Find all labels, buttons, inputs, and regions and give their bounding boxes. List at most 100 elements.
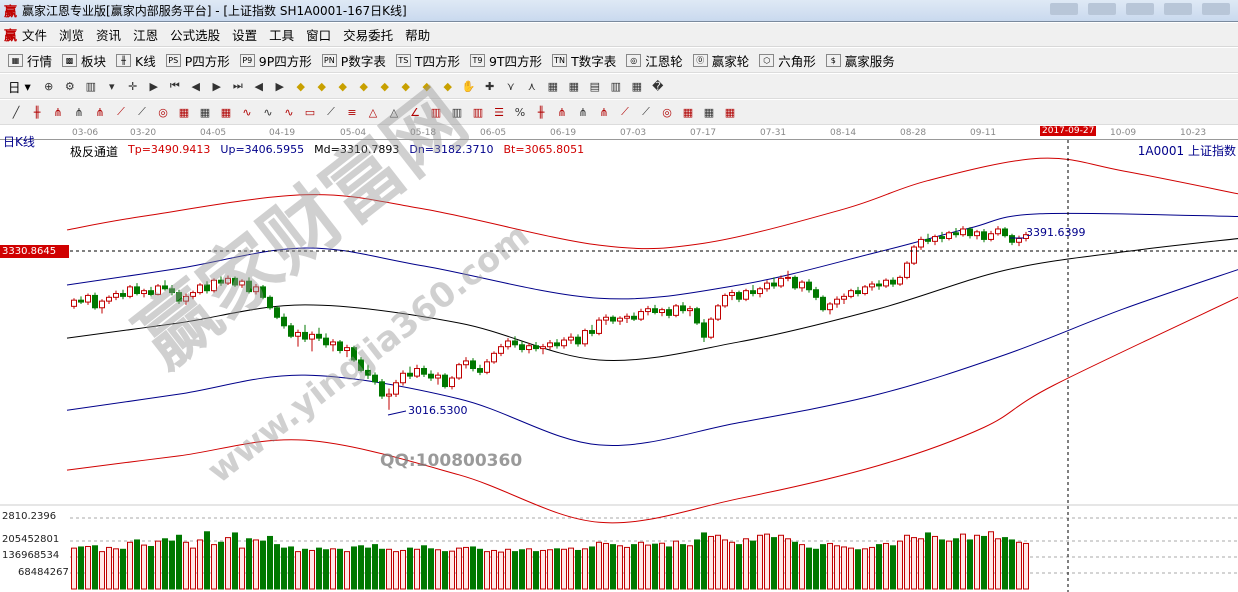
fan2-icon[interactable]: ⟋ <box>138 105 146 118</box>
diamond-up-icon[interactable]: ◆ <box>296 79 305 93</box>
menu-news[interactable]: 资讯 <box>96 28 122 43</box>
angle-icon[interactable]: ∠ <box>410 105 420 119</box>
menu-gann[interactable]: 江恩 <box>133 28 159 43</box>
close-button[interactable] <box>1202 3 1230 15</box>
calendar-icon[interactable]: ▦ <box>568 79 579 93</box>
gann3-icon[interactable]: ▦ <box>682 105 694 119</box>
diamond-d-icon[interactable]: ◆ <box>443 79 452 93</box>
play-icon[interactable]: ▶ <box>149 79 158 93</box>
toolbar-button-p9[interactable]: P9 9P四方形 <box>239 51 312 70</box>
diamond-right-icon[interactable]: ◆ <box>359 79 368 93</box>
minimize-button[interactable] <box>1088 3 1116 15</box>
fork-icon[interactable]: ⋔ <box>53 105 63 119</box>
toolbar-button-dollar[interactable]: $ 赢家服务 <box>825 51 895 70</box>
diamond-a-icon[interactable]: ◆ <box>380 79 389 93</box>
arrow-right-icon[interactable]: ▶ <box>275 79 284 93</box>
dropdown-icon[interactable]: ▾ <box>109 79 115 93</box>
diamond-c-icon[interactable]: ◆ <box>422 79 431 93</box>
diamond-left-icon[interactable]: ◆ <box>338 79 347 93</box>
arc4-icon[interactable]: ⋔ <box>599 105 609 119</box>
cross-icon[interactable]: ✚ <box>485 79 495 93</box>
wave3-icon[interactable]: ∿ <box>284 105 294 119</box>
toolbar-button-hexagon[interactable]: ⬡ 六角形 <box>759 51 816 70</box>
candle-body <box>729 292 735 296</box>
arc3-icon[interactable]: ⋔ <box>578 105 588 119</box>
levels-icon[interactable]: ☰ <box>494 105 504 119</box>
wave-icon[interactable]: ∿ <box>242 105 252 119</box>
fan-lines-icon[interactable]: ⟋ <box>327 105 335 118</box>
bars2-icon[interactable]: ▥ <box>451 105 463 119</box>
box-icon[interactable]: ▭ <box>304 105 316 119</box>
next-page-icon[interactable]: ▶ <box>212 79 221 93</box>
candle-body <box>351 347 357 361</box>
menu-browse[interactable]: 浏览 <box>59 28 85 43</box>
toolbar-button-sector-block[interactable]: ▩ 板块 <box>62 51 106 70</box>
parallel-lines-icon[interactable]: ╫ <box>33 105 41 119</box>
toolbar-button-winner-wheel[interactable]: ⓪ 赢家轮 <box>692 51 749 70</box>
period-select[interactable]: 日 ▾ <box>8 78 31 95</box>
kline-type-icon[interactable]: ▥ <box>85 79 96 93</box>
toolbar-button-tn[interactable]: TN T数字表 <box>552 51 616 70</box>
menu-window[interactable]: 窗口 <box>306 28 332 43</box>
hand-icon[interactable]: ✋ <box>461 79 476 93</box>
draw-tool-icon[interactable]: ⋏ <box>527 79 536 93</box>
toolbar-button-ps[interactable]: PS P四方形 <box>165 51 230 70</box>
bars-icon[interactable]: ▥ <box>430 105 442 119</box>
percent-icon[interactable]: % <box>514 105 526 119</box>
arc-icon[interactable]: ╫ <box>537 105 545 119</box>
gann-icon[interactable]: ⟋ <box>642 105 650 118</box>
menu-settings[interactable]: 设置 <box>232 28 258 43</box>
volume-bar <box>113 548 119 590</box>
toolbar-button-quote-table[interactable]: ▦ 行情 <box>8 51 52 70</box>
gann4-icon[interactable]: ▦ <box>703 105 715 119</box>
car-icon[interactable]: � <box>652 79 664 93</box>
triangle2-icon[interactable]: △ <box>389 105 399 119</box>
crosshair-icon[interactable]: ✛ <box>128 79 138 93</box>
menu-formula[interactable]: 公式选股 <box>170 28 221 43</box>
menu-tools[interactable]: 工具 <box>269 28 295 43</box>
first-icon[interactable]: ⏮ <box>169 79 180 92</box>
fib-icon[interactable]: ≡ <box>347 105 357 119</box>
line-tool-icon[interactable]: ⋎ <box>506 79 515 93</box>
toolbar-button-pn[interactable]: PN P数字表 <box>321 51 386 70</box>
maximize-button[interactable] <box>1126 3 1154 15</box>
fork2-icon[interactable]: ⋔ <box>74 105 84 119</box>
gann5-icon[interactable]: ▦ <box>724 105 736 119</box>
fan-icon[interactable]: ⟋ <box>117 105 125 118</box>
menu-help[interactable]: 帮助 <box>405 28 431 43</box>
print-icon[interactable]: ▦ <box>631 79 642 93</box>
grid2-icon[interactable]: ▦ <box>199 105 211 119</box>
wave2-icon[interactable]: ∿ <box>263 105 273 119</box>
color-tool-icon[interactable]: ▦ <box>547 79 558 93</box>
zoom-icon[interactable]: ⊕ <box>44 79 54 93</box>
book-icon[interactable]: ▥ <box>610 79 621 93</box>
arc5-icon[interactable]: ⟋ <box>621 105 629 118</box>
diamond-down-icon[interactable]: ◆ <box>317 79 326 93</box>
arrow-left-icon[interactable]: ◀ <box>254 79 263 93</box>
bars3-icon[interactable]: ▥ <box>472 105 484 119</box>
toolbar-button-gann-wheel[interactable]: ◎ 江恩轮 <box>626 51 683 70</box>
last-icon[interactable]: ⏭ <box>232 79 243 92</box>
restore-button[interactable] <box>1164 3 1192 15</box>
candle-body <box>498 346 504 354</box>
grid-icon[interactable]: ▦ <box>178 105 190 119</box>
prev-page-icon[interactable]: ◀ <box>191 79 200 93</box>
arc2-icon[interactable]: ⋔ <box>557 105 567 119</box>
settings-icon[interactable]: ⚙ <box>64 79 75 93</box>
toolbar-button-t9[interactable]: T9 9T四方形 <box>469 51 542 70</box>
menu-trade[interactable]: 交易委托 <box>343 28 394 43</box>
toolbar-button-kline[interactable]: ╫ K线 <box>116 51 156 70</box>
gann2-icon[interactable]: ◎ <box>662 105 672 119</box>
toolbar-button-ts[interactable]: TS T四方形 <box>395 51 460 70</box>
triangle-icon[interactable]: △ <box>368 105 378 119</box>
fork3-icon[interactable]: ⋔ <box>95 105 105 119</box>
diamond-b-icon[interactable]: ◆ <box>401 79 410 93</box>
help-button[interactable] <box>1050 3 1078 15</box>
menu-file[interactable]: 文件 <box>22 28 48 43</box>
grid3-icon[interactable]: ▦ <box>220 105 232 119</box>
calculator-icon[interactable]: ▤ <box>589 79 600 93</box>
volume-bar <box>470 546 476 590</box>
circle-icon[interactable]: ◎ <box>158 105 168 119</box>
pencil-icon[interactable]: ╱ <box>12 105 20 119</box>
